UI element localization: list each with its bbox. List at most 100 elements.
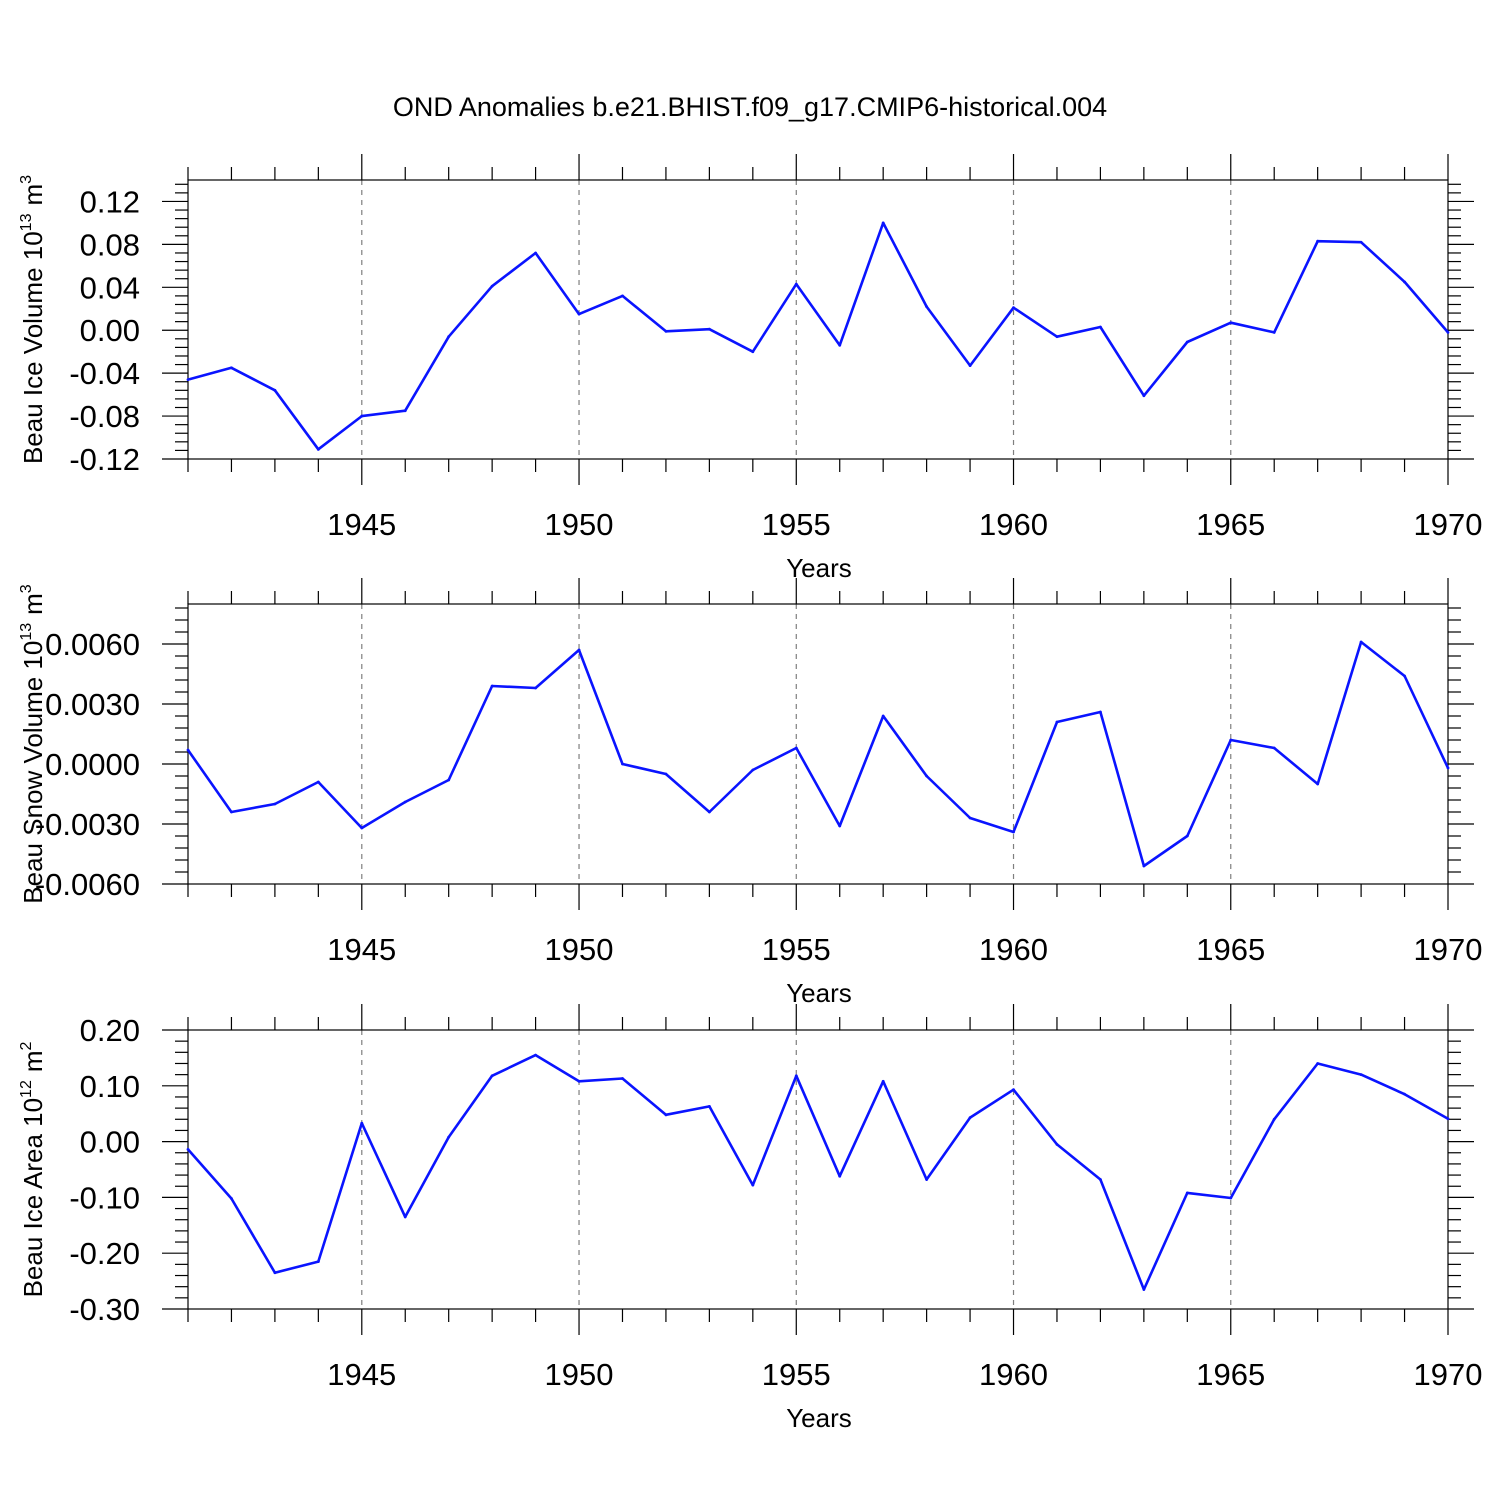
panel-ice-area: 1945 1950 1955 1960 1965 1970 -0.30 -0.20 -0.10 0… (18, 1004, 1482, 1433)
data-point (1185, 834, 1189, 838)
data-point (230, 810, 233, 814)
y-tick-label: -0.30 (69, 1292, 140, 1327)
data-point (1359, 240, 1363, 244)
y-axis-label-text: Beau Ice Area 10 (18, 1098, 48, 1297)
data-point (1403, 1092, 1406, 1096)
data-point (1012, 1088, 1015, 1092)
data-point (447, 335, 451, 339)
y-tick-label: -0.08 (69, 399, 140, 434)
y-tick-label: 0.20 (80, 1013, 140, 1048)
x-tick-label: 1955 (762, 932, 831, 967)
y-axis-label: Beau Ice Area 1012 m2 (18, 1041, 48, 1297)
x-tick-label: 1970 (1414, 507, 1483, 542)
x-axis-label: Years (786, 1403, 852, 1433)
x-tick-label: 1965 (1196, 507, 1265, 542)
data-point (707, 810, 711, 814)
y-tick-label: 0.0000 (45, 747, 140, 782)
x-tick-label: 1970 (1414, 932, 1483, 967)
data-point (1099, 1178, 1102, 1181)
data-point (230, 366, 233, 370)
y-tick-label: 0.0030 (45, 687, 140, 722)
data-point (534, 686, 537, 690)
data-point (838, 824, 842, 828)
data-point (447, 1135, 451, 1139)
data-point (1099, 710, 1102, 714)
data-point (621, 762, 624, 766)
data-point (1403, 280, 1406, 284)
data-point (968, 364, 972, 368)
y-axis-label-unit: m (18, 184, 48, 206)
y-tick-label: -0.10 (69, 1180, 140, 1215)
data-point (1272, 1117, 1276, 1121)
data-point (707, 327, 711, 331)
data-point (1446, 766, 1450, 770)
x-tick-label: 1970 (1414, 1357, 1483, 1392)
x-tick-label: 1950 (545, 507, 614, 542)
y-tick-label: -0.12 (69, 442, 140, 477)
data-point (490, 284, 494, 288)
data-point (794, 1074, 798, 1078)
x-tick-label: 1945 (327, 932, 396, 967)
y-tick-label: 0.08 (80, 227, 140, 262)
data-point (881, 1079, 885, 1083)
data-point (1099, 325, 1102, 329)
data-point (577, 648, 581, 652)
x-tick-label: 1960 (979, 507, 1048, 542)
data-point (1359, 640, 1363, 644)
y-axis-label-text: Beau Snow Volume 10 (18, 641, 48, 904)
data-point (664, 329, 668, 333)
x-tick-label: 1945 (327, 507, 396, 542)
panel-snow-volume: 1945 1950 1955 1960 1965 1970 -0.0060 -0.0030 0.… (18, 578, 1482, 1008)
data-point (490, 1074, 494, 1078)
data-point (1316, 1062, 1320, 1065)
data-point (1012, 830, 1015, 834)
x-axis-label: Years (786, 978, 852, 1008)
data-point (751, 350, 755, 354)
data-point (186, 1148, 190, 1151)
x-axis-label: Years (786, 553, 852, 583)
y-tick-label: -0.04 (69, 356, 140, 391)
data-point (1403, 674, 1406, 678)
data-point (881, 714, 885, 718)
x-tick-label: 1960 (979, 1357, 1048, 1392)
data-point (838, 343, 842, 347)
data-point (360, 826, 364, 830)
data-point (316, 1260, 320, 1263)
data-point (360, 414, 364, 418)
data-point (707, 1105, 711, 1108)
data-point (490, 684, 494, 688)
y-tick-label: 0.10 (80, 1069, 140, 1104)
plot-frame (187, 179, 1449, 460)
data-point (621, 1077, 624, 1080)
y-axis-label-exponent: 12 (18, 1080, 35, 1098)
data-point (1185, 340, 1189, 344)
data-point (664, 1113, 668, 1117)
x-tick-label: 1950 (545, 1357, 614, 1392)
data-point (577, 312, 581, 316)
data-point (1055, 720, 1059, 724)
x-tick-label: 1955 (762, 507, 831, 542)
y-tick-label: 0.12 (80, 184, 140, 219)
data-point (534, 1053, 537, 1057)
data-point (577, 1079, 581, 1083)
x-tick-label: 1965 (1196, 932, 1265, 967)
data-point (968, 1116, 972, 1120)
y-axis-label-text: Beau Ice Volume 10 (18, 231, 48, 464)
data-point (1142, 1288, 1146, 1291)
data-point (316, 780, 320, 784)
data-point (1316, 782, 1320, 786)
y-axis-label-unit-exponent: 2 (18, 1041, 35, 1050)
panel-ice-volume: 1945 1950 1955 1960 1965 1970 -0.12 -0.08 -0.04 0… (18, 154, 1482, 583)
data-point (1272, 746, 1276, 750)
data-point (751, 768, 755, 772)
data-point (316, 447, 320, 451)
data-point (794, 282, 798, 286)
data-point (1142, 394, 1146, 398)
series-line-ice-area (187, 1053, 1449, 1291)
data-point (751, 1183, 755, 1187)
data-point (664, 772, 668, 776)
x-tick-label: 1960 (979, 932, 1048, 967)
series-line-snow-volume (186, 640, 1450, 868)
y-axis-label-exponent: 13 (18, 623, 35, 641)
data-point (534, 251, 537, 255)
